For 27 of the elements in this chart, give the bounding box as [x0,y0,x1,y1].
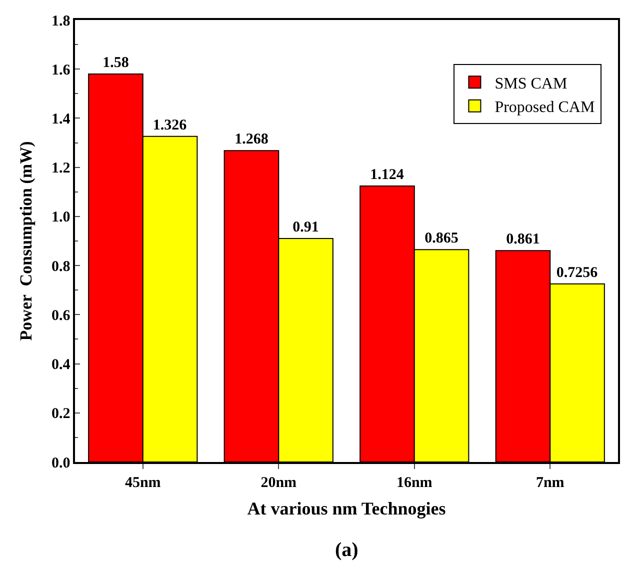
y-tick-label: 1.8 [52,13,70,30]
data-label: 0.7256 [556,264,598,281]
x-tick-label: 7nm [536,474,565,491]
x-axis-title: At various nm Technogies [247,498,446,518]
y-tick-label: 0.8 [52,258,70,275]
y-tick-label: 1.6 [52,62,71,78]
data-label: 1.326 [152,117,188,134]
text: (a) [335,539,358,561]
legend-label: SMS CAM [494,75,568,92]
y-tick-label: 1.2 [52,160,70,177]
x-tick-label: 45nm [124,474,162,491]
data-label: 1.124 [370,167,404,183]
y-tick-label: 1.0 [52,210,70,226]
y-axis-title: Power Consumption (mW) [16,141,36,341]
data-label: 1.58 [102,55,129,72]
x-tick-label: 16nm [396,474,433,491]
y-tick-label: 0.4 [52,357,71,374]
legend-label: Proposed CAM [494,99,595,116]
y-tick-label: 0.0 [52,455,70,472]
data-label: 0.861 [506,232,540,248]
y-tick-label: 0.2 [52,406,70,422]
x-tick-label: 20nm [260,474,298,491]
y-tick-label: 1.4 [52,111,71,128]
data-label: 0.865 [424,230,458,247]
y-tick-label: 0.6 [52,308,71,324]
data-label: 0.91 [292,220,319,236]
data-label: 1.268 [234,132,268,148]
